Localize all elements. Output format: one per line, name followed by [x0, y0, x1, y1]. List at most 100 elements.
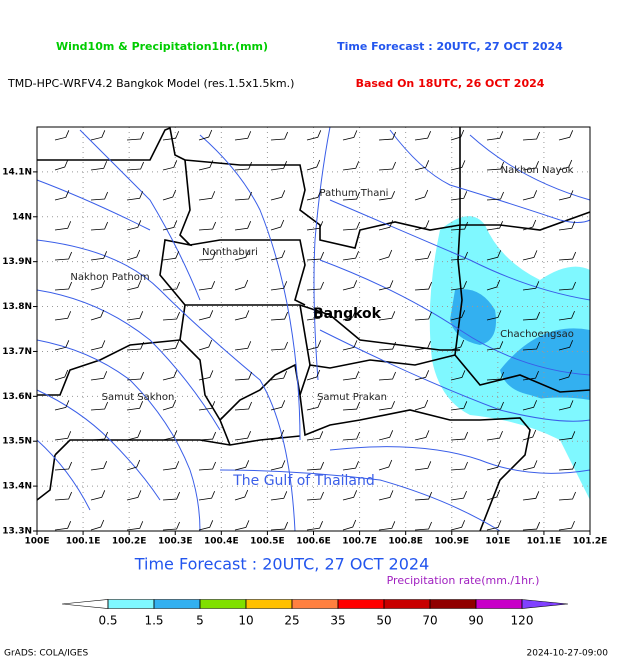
- wind-barb: [270, 521, 289, 531]
- wind-barb: [234, 221, 252, 231]
- wind-barb: [54, 159, 69, 171]
- wind-barb: [198, 129, 213, 141]
- wind-barb: [486, 489, 501, 501]
- wind-barb: [306, 281, 324, 291]
- wind-barb: [558, 400, 574, 411]
- wind-barb: [414, 521, 432, 531]
- wind-barb: [558, 491, 576, 501]
- wind-barb: [126, 430, 142, 441]
- wind-barb: [522, 250, 538, 261]
- wind-barb: [558, 310, 575, 321]
- wind-barb: [522, 281, 540, 291]
- wind-barb: [126, 280, 142, 291]
- x-tick-label: 100.7E: [342, 537, 377, 547]
- wind-barb: [414, 189, 429, 201]
- y-tick-label: 13.7N: [2, 347, 32, 357]
- wind-barb: [342, 461, 359, 471]
- wind-barb: [306, 400, 322, 411]
- wind-barb: [270, 371, 288, 381]
- wind-barb: [414, 281, 433, 291]
- wind-barb: [270, 250, 286, 261]
- colorbar-label: 35: [330, 614, 345, 628]
- x-tick-label: 100.1E: [66, 537, 101, 547]
- wind-barb: [486, 341, 504, 351]
- wind-barb: [162, 399, 177, 411]
- wind-barb: [54, 221, 72, 231]
- x-tick-label: 101.1E: [527, 537, 562, 547]
- based-on: Based On 18UTC, 26 OCT 2024: [356, 77, 545, 90]
- wind-barb: [54, 491, 72, 501]
- wind-barb: [486, 371, 505, 381]
- wind-barb: [90, 340, 106, 351]
- wind-barb: [306, 369, 321, 381]
- wind-barb: [234, 161, 253, 171]
- wind-barb: [198, 370, 214, 381]
- wind-barb: [378, 191, 396, 201]
- model: TMD-HPC-WRFV4.2 Bangkok Model (res.1.5x1…: [7, 77, 294, 90]
- wind-barb: [54, 369, 69, 381]
- place-label: The Gulf of Thailand: [232, 473, 375, 489]
- wind-barb: [54, 190, 70, 201]
- wind-barb: [54, 311, 72, 321]
- credit: GrADS: COLA/IGES: [4, 649, 88, 659]
- wind-barb: [306, 159, 321, 171]
- wind-barb: [306, 340, 322, 351]
- wind-barb: [558, 221, 576, 231]
- colorbar-label: 50: [376, 614, 391, 628]
- wind-barb: [414, 131, 432, 141]
- colorbar-segment: [107, 599, 155, 609]
- wind-barb: [234, 279, 249, 291]
- wind-barb: [342, 431, 360, 441]
- wind-barb: [162, 220, 178, 231]
- wind-barb: [486, 460, 502, 471]
- wind-barb: [342, 309, 357, 321]
- colorbar: 0.5 1.5 5 10 25 35 50 70 90 120: [61, 599, 569, 628]
- wind-barb: [234, 431, 252, 441]
- wind-barb: [378, 220, 394, 231]
- wind-barb: [306, 251, 325, 261]
- wind-barb: [342, 280, 358, 291]
- place-label: Chachoengsao: [500, 329, 574, 340]
- wind-barb: [270, 281, 288, 291]
- wind-barb: [342, 519, 357, 531]
- wind-barb: [378, 280, 394, 291]
- wind-barb: [450, 401, 468, 411]
- wind-barb: [126, 191, 144, 201]
- wind-barb: [198, 520, 214, 531]
- wind-barb: [198, 251, 216, 261]
- wind-barb: [450, 431, 469, 441]
- colorbar-segment: [153, 599, 201, 609]
- wind-barb: [54, 431, 72, 441]
- wind-barb: [234, 371, 253, 381]
- wind-barb: [522, 429, 537, 441]
- wind-barb: [306, 311, 324, 321]
- wind-barb: [558, 130, 574, 141]
- x-tick-label: 101E: [485, 537, 510, 547]
- wind-barb: [450, 370, 466, 381]
- wind-barb: [306, 221, 324, 231]
- wind-barb: [522, 400, 538, 411]
- wind-barb: [342, 371, 360, 381]
- wind-barb: [378, 430, 394, 441]
- wind-barb: [342, 401, 361, 411]
- y-tick-label: 13.9N: [2, 257, 32, 267]
- y-tick-label: 13.3N: [2, 527, 32, 537]
- x-tick-label: 100.3E: [158, 537, 193, 547]
- wind-barb: [414, 220, 430, 231]
- colorbar-title: Precipitation rate(mm./1hr.): [387, 574, 540, 587]
- wind-barb: [558, 281, 576, 291]
- wind-barb: [54, 130, 70, 141]
- wind-barb: [558, 520, 575, 531]
- wind-barb: [378, 371, 396, 381]
- wind-barb: [198, 491, 216, 501]
- wind-barb: [414, 370, 430, 381]
- place-label: Nakhon Nayok: [501, 165, 574, 176]
- streamlines: [36, 126, 591, 532]
- wind-barb: [54, 340, 70, 351]
- timestamp: 2024-10-27-09:00: [527, 649, 609, 659]
- wind-barb: [198, 281, 216, 291]
- wind-barb: [126, 161, 144, 171]
- wind-barb: [522, 219, 537, 231]
- wind-barb: [162, 341, 180, 351]
